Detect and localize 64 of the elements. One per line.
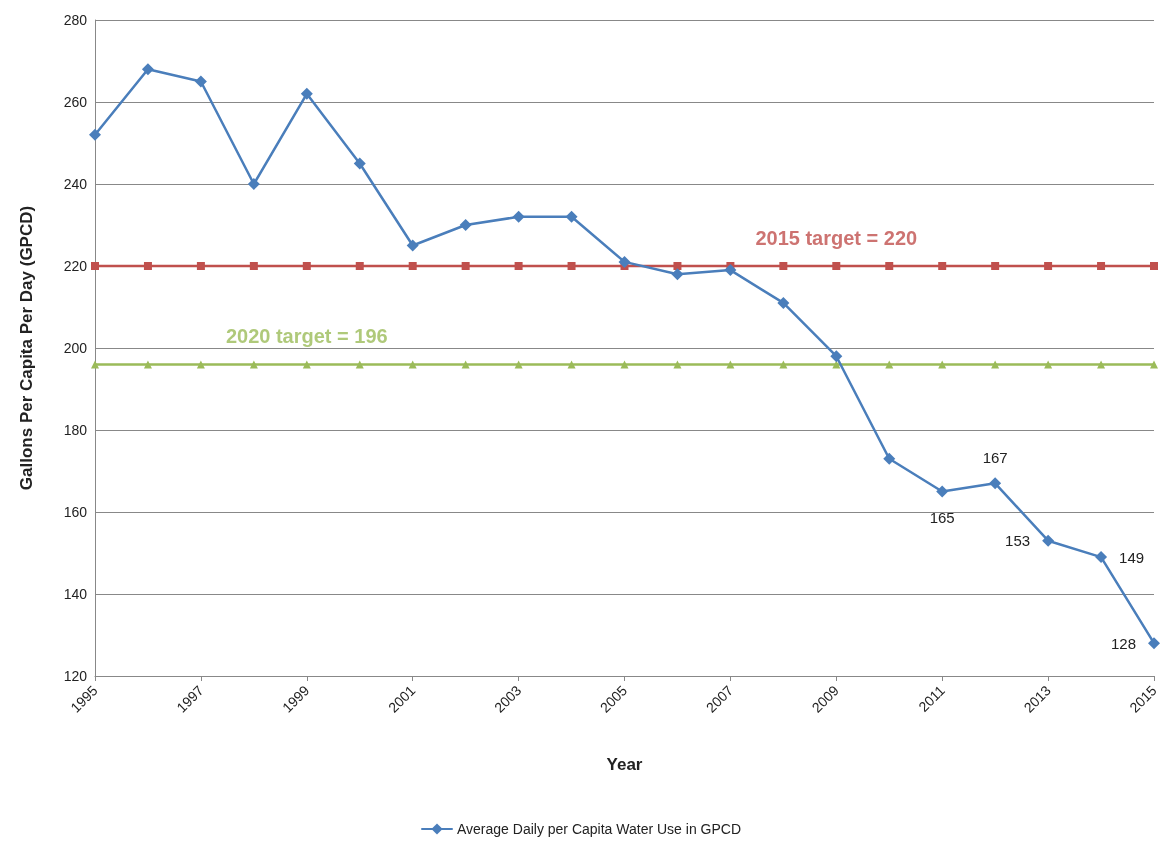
y-tick-label: 280 [63, 12, 88, 28]
point [883, 452, 896, 465]
data-label: 153 [1005, 532, 1031, 550]
point [514, 262, 523, 270]
point [89, 128, 101, 141]
y-tick-label: 260 [63, 94, 88, 110]
point [249, 262, 258, 270]
point [724, 264, 737, 277]
point [408, 262, 417, 270]
point [777, 296, 790, 309]
y-tick-label: 200 [63, 340, 88, 356]
legend-label: Average Daily per Capita Water Use in GPCD [457, 821, 741, 837]
point [1097, 262, 1106, 270]
point [991, 262, 1000, 270]
point [936, 485, 949, 498]
y-tick-label: 220 [63, 258, 88, 274]
point [459, 219, 472, 231]
point [671, 268, 684, 281]
point [779, 262, 788, 270]
point [194, 75, 207, 88]
point [885, 262, 894, 270]
point [565, 210, 578, 223]
annotation: 2020 target = 196 [225, 325, 388, 348]
point [567, 262, 576, 270]
point [143, 262, 152, 270]
point [1095, 551, 1108, 564]
point [1042, 534, 1055, 547]
point [618, 255, 631, 268]
point [247, 178, 260, 190]
point [141, 63, 154, 76]
point [1044, 262, 1053, 270]
point [567, 360, 576, 369]
point [355, 262, 364, 270]
point [196, 262, 205, 270]
point [1150, 360, 1158, 369]
point [91, 360, 99, 369]
point [989, 477, 1002, 490]
y-tick-label: 120 [63, 668, 88, 684]
point [300, 87, 313, 100]
point [832, 262, 841, 270]
point [1150, 262, 1158, 270]
point [673, 262, 682, 270]
y-axis-title: Gallons Per Capita Per Day (GPCD) [17, 205, 36, 491]
point [938, 262, 947, 270]
point [302, 262, 311, 270]
point [353, 157, 366, 170]
point [1097, 360, 1106, 369]
data-label: 167 [982, 449, 1008, 467]
point [406, 239, 419, 252]
point [1148, 637, 1160, 650]
point [830, 350, 843, 363]
point [620, 360, 629, 369]
y-tick-label: 160 [63, 504, 88, 520]
data-label: 165 [929, 508, 955, 526]
y-tick-label: 180 [63, 422, 88, 438]
point [91, 262, 99, 270]
point [512, 210, 525, 223]
data-label: 128 [1110, 634, 1136, 652]
data-label: 149 [1119, 548, 1145, 566]
point [461, 262, 470, 270]
y-tick-label: 140 [63, 586, 88, 602]
x-axis-title: Year [606, 755, 643, 774]
annotation: 2015 target = 220 [755, 227, 918, 249]
y-tick-label: 240 [63, 176, 88, 192]
